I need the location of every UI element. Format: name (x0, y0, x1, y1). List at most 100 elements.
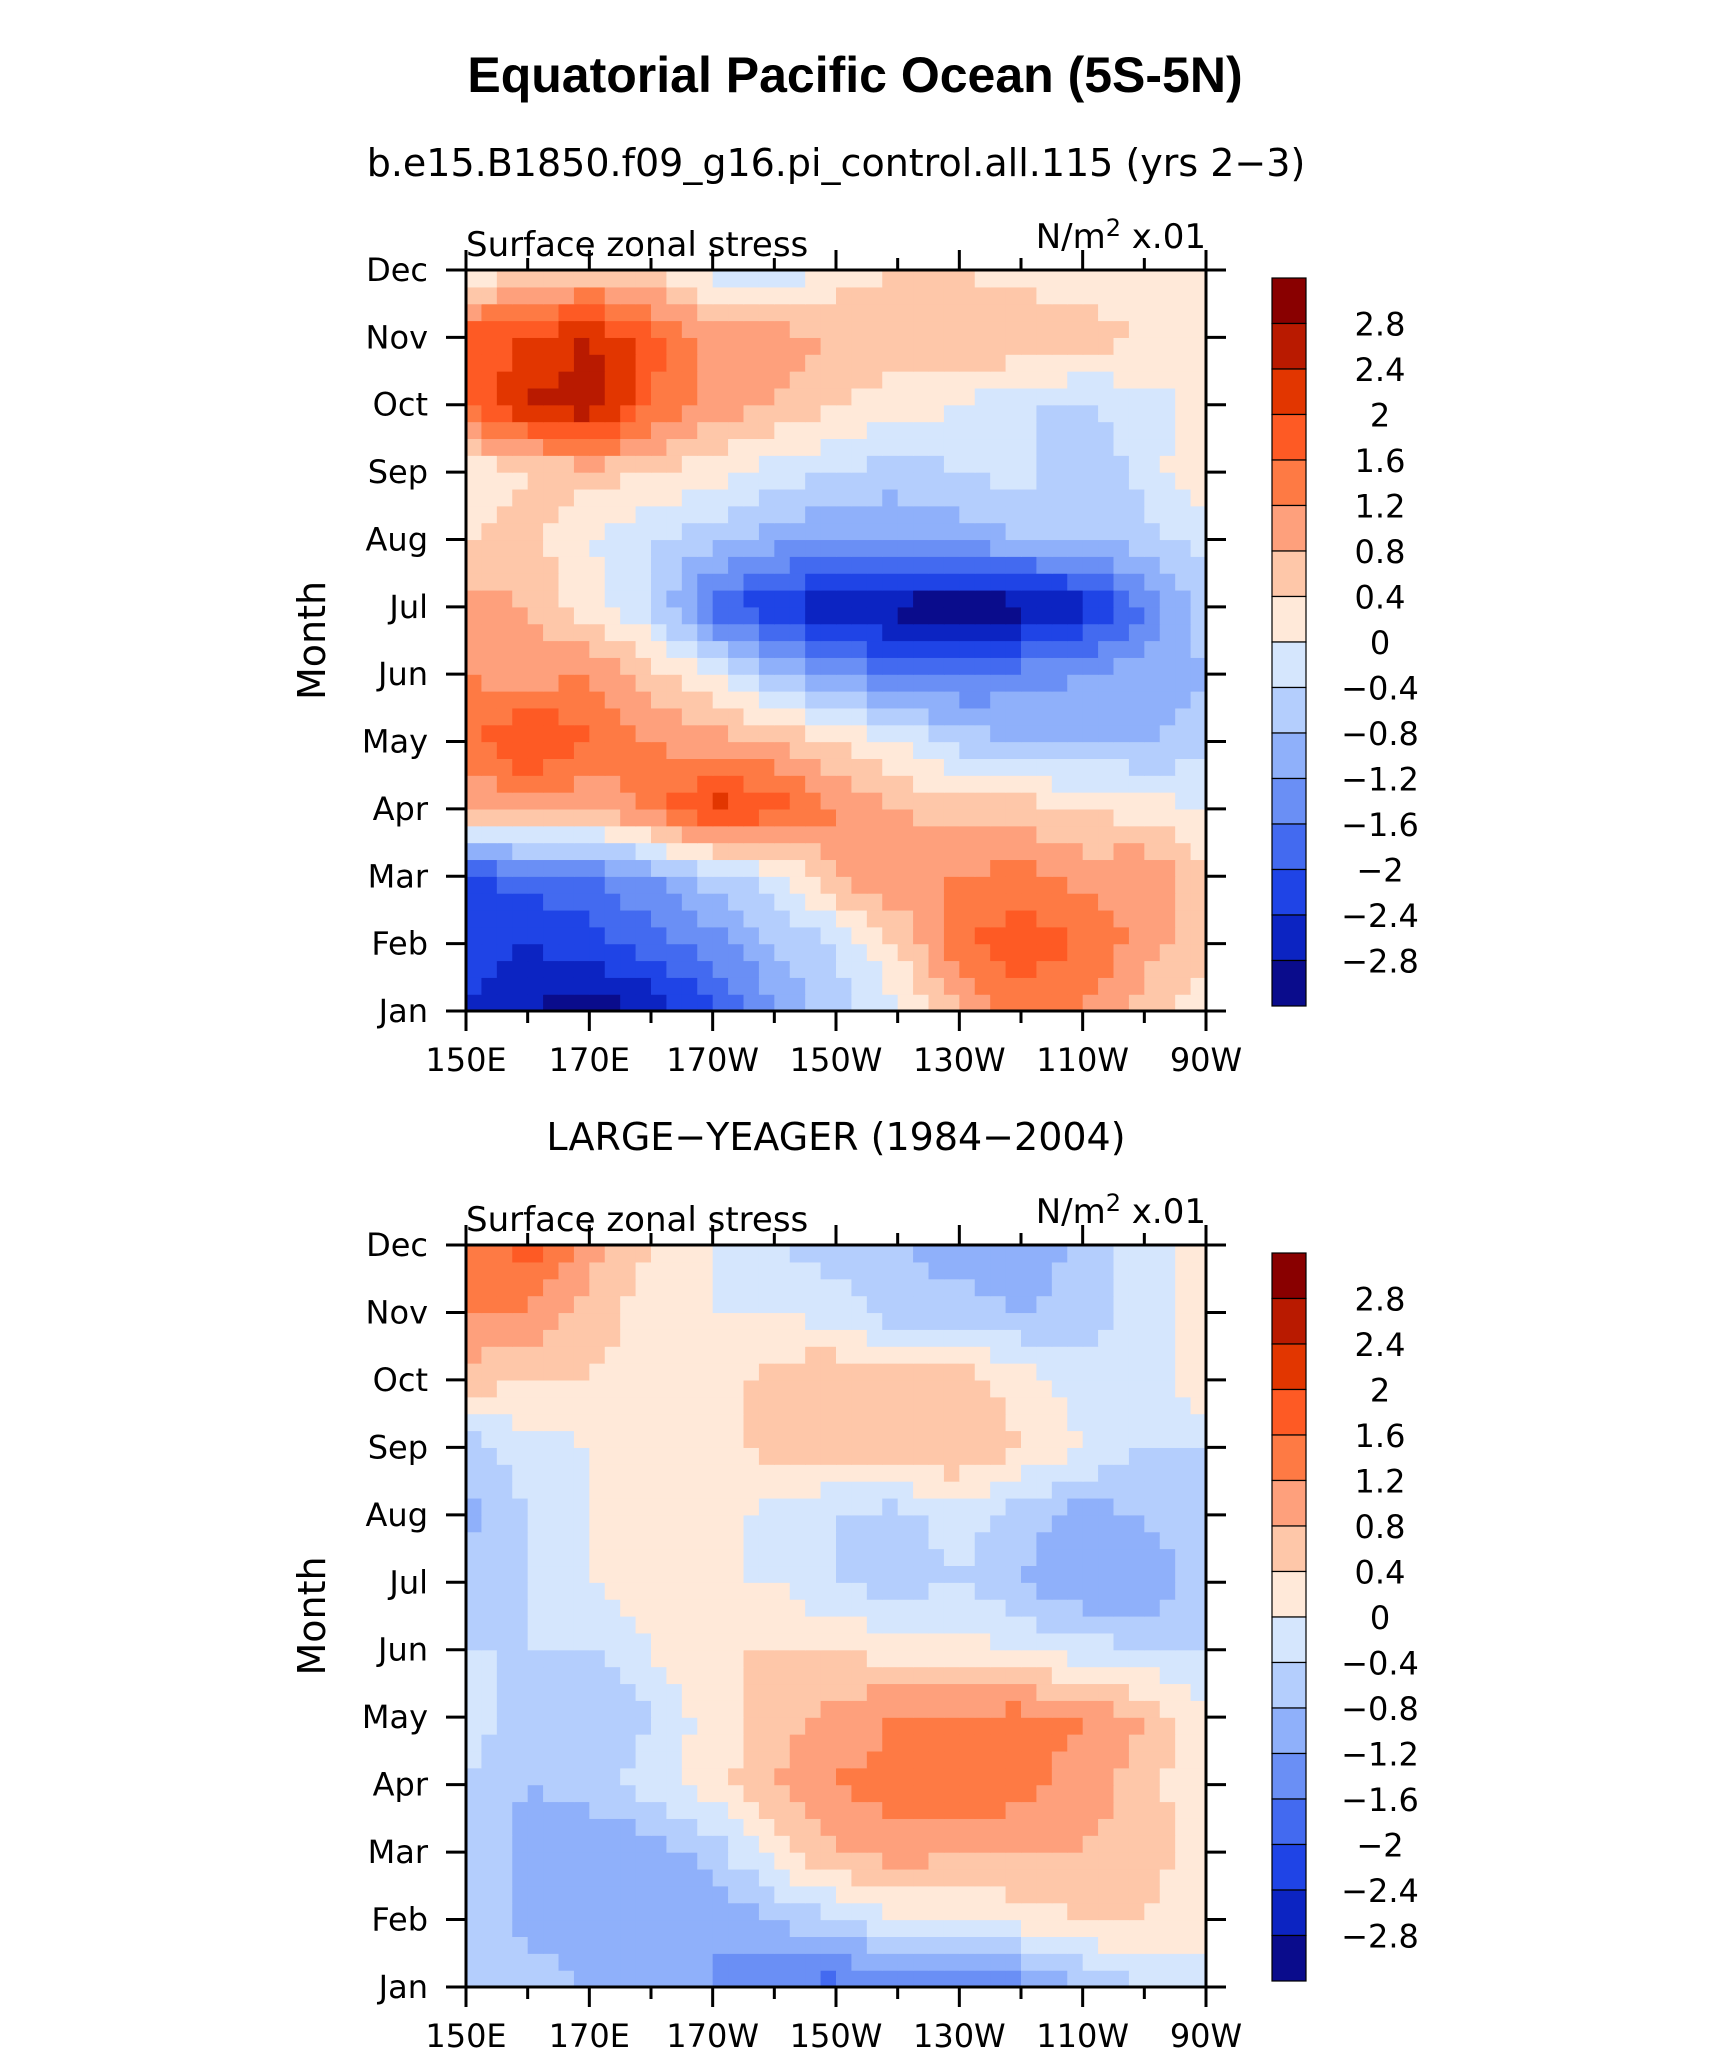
heat-cell (527, 1447, 544, 1465)
heat-cell (1067, 270, 1084, 288)
heat-cell (651, 623, 668, 642)
heat-cell (1051, 808, 1068, 827)
heat-cell (1175, 1885, 1192, 1904)
heat-cell (1128, 1970, 1145, 1988)
heat-cell (928, 1312, 945, 1330)
heat-cell (527, 1464, 544, 1482)
heat-cell (1190, 1261, 1207, 1280)
heat-cell (496, 775, 513, 793)
heat-cell (496, 1734, 513, 1752)
heat-cell (836, 1784, 853, 1803)
heat-cell (805, 943, 822, 962)
heat-cell (789, 455, 806, 473)
heat-cell (836, 808, 853, 827)
heat-cell (1190, 1616, 1207, 1634)
heat-cell (928, 808, 945, 827)
heat-cell (512, 1481, 529, 1499)
heat-cell (1113, 270, 1130, 288)
heat-cell (466, 1818, 483, 1836)
heat-cell (666, 539, 683, 557)
colorbar-label: 2.8 (1355, 306, 1406, 344)
heat-cell (635, 775, 652, 793)
heat-cell (943, 556, 960, 574)
heat-cell (697, 724, 714, 743)
heat-cell (1067, 876, 1084, 894)
heat-cell (712, 1700, 729, 1718)
heat-cell (774, 320, 791, 338)
heat-cell (1021, 893, 1038, 911)
heat-cell (1190, 1649, 1207, 1668)
heat-cell (512, 943, 529, 962)
heat-cell (1082, 1363, 1099, 1381)
heat-cell (897, 303, 914, 322)
heat-cell (959, 286, 976, 305)
heat-cell (789, 1481, 806, 1499)
heat-cell (466, 1885, 483, 1904)
heat-cell (527, 1868, 544, 1887)
heat-cell (512, 960, 529, 978)
heat-cell (1005, 1497, 1022, 1516)
heat-cell (959, 758, 976, 776)
heat-cell (774, 1616, 791, 1634)
heat-cell (974, 825, 991, 844)
heat-cell (1098, 724, 1115, 743)
heat-cell (789, 488, 806, 507)
heat-cell (743, 1379, 760, 1398)
heat-cell (1067, 1700, 1084, 1718)
heat-cell (789, 1447, 806, 1465)
heat-cell (728, 1632, 745, 1651)
heat-cell (913, 606, 930, 625)
heat-cell (913, 1784, 930, 1803)
heat-cell (913, 674, 930, 692)
heat-cell (558, 1734, 575, 1752)
heat-cell (1005, 455, 1022, 473)
colorbar-label: 1.2 (1355, 1463, 1406, 1501)
heat-cell (1067, 640, 1084, 658)
heat-cell (697, 943, 714, 962)
heat-cell (728, 1818, 745, 1836)
heat-cell (543, 1481, 560, 1499)
heat-cell (1067, 1683, 1084, 1701)
heat-cell (496, 1649, 513, 1668)
heat-cell (1036, 960, 1053, 978)
colorbar-box (1271, 1570, 1307, 1618)
heat-cell (1175, 1936, 1192, 1954)
heat-cell (758, 404, 775, 423)
heat-cell (697, 1868, 714, 1887)
heat-cell (1067, 1278, 1084, 1297)
heat-cell (897, 960, 914, 978)
heat-cell (481, 1548, 498, 1567)
heat-cell (774, 589, 791, 608)
heat-cell (928, 876, 945, 894)
heat-cell (481, 387, 498, 406)
heat-cell (496, 320, 513, 338)
heat-cell (1159, 421, 1176, 440)
heat-cell (743, 354, 760, 372)
heat-cell (851, 994, 868, 1012)
heat-cell (666, 387, 683, 406)
heat-cell (697, 1616, 714, 1634)
heat-cell (959, 1953, 976, 1971)
heat-cell (866, 926, 883, 945)
heat-cell (743, 1734, 760, 1752)
heat-cell (758, 337, 775, 355)
heat-cell (1067, 623, 1084, 642)
heat-cell (1021, 438, 1038, 456)
heat-cell (481, 994, 498, 1012)
heat-cell (943, 842, 960, 861)
heat-cell (697, 691, 714, 709)
heat-cell (928, 758, 945, 776)
heat-cell (512, 859, 529, 877)
heat-cell (1128, 1616, 1145, 1634)
heat-cell (789, 1565, 806, 1583)
heat-cell (496, 505, 513, 524)
heat-cell (1067, 371, 1084, 389)
heat-cell (928, 707, 945, 726)
heat-cell (913, 371, 930, 389)
heat-cell (805, 1278, 822, 1297)
colorbar-box (1271, 550, 1307, 598)
heat-cell (928, 1919, 945, 1938)
heat-cell (666, 825, 683, 844)
heat-cell (512, 337, 529, 355)
heat-cell (697, 320, 714, 338)
